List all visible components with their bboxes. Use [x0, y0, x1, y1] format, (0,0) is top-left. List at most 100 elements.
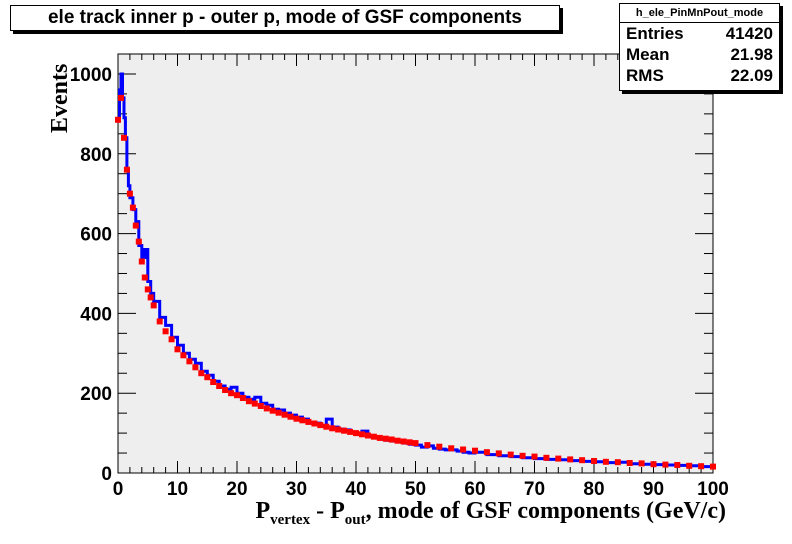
data-point-marker: [567, 456, 574, 463]
data-point-marker: [156, 318, 163, 325]
data-point-marker: [364, 432, 371, 439]
data-point-marker: [115, 116, 121, 123]
x-axis-label-vertex: vertex: [270, 511, 311, 528]
y-tick-label: 200: [80, 384, 112, 405]
data-point-marker: [543, 454, 550, 461]
data-point-marker: [329, 425, 336, 432]
data-point-marker: [174, 346, 181, 353]
data-point-marker: [186, 358, 193, 365]
data-point-marker: [269, 407, 276, 414]
data-point-marker: [210, 379, 217, 385]
data-point-marker: [370, 433, 377, 440]
stats-row-mean: Mean 21.98: [620, 44, 779, 65]
data-point-marker: [204, 374, 211, 381]
data-point-marker: [317, 422, 324, 429]
data-point-marker: [245, 398, 252, 405]
data-point-marker: [579, 457, 586, 464]
data-point-marker: [251, 400, 258, 407]
data-point-marker: [135, 238, 142, 245]
data-point-marker: [674, 462, 681, 468]
data-point-marker: [531, 453, 538, 460]
data-point-marker: [305, 418, 312, 425]
y-tick-label: 0: [101, 464, 112, 485]
data-point-marker: [650, 461, 657, 468]
data-point-marker: [323, 423, 330, 430]
data-point-marker: [710, 463, 716, 470]
x-axis-label-dash: - P: [310, 498, 345, 524]
data-point-marker: [121, 134, 127, 141]
data-point-marker: [192, 364, 199, 371]
stats-box: h_ele_PinMnPout_mode Entries 41420 Mean …: [619, 3, 780, 91]
stats-label: Entries: [626, 24, 684, 43]
data-point-marker: [698, 463, 705, 470]
data-point-marker: [198, 370, 205, 377]
data-point-marker: [519, 452, 526, 459]
data-point-marker: [118, 94, 124, 101]
data-point-marker: [216, 383, 223, 389]
data-point-marker: [299, 417, 306, 424]
data-point-marker: [400, 438, 407, 445]
data-point-marker: [638, 460, 645, 467]
chart-title-text: ele track inner p - outer p, mode of GSF…: [47, 7, 522, 28]
data-point-marker: [222, 387, 229, 393]
y-axis-ticks: 0 200 400 600 800 1000: [70, 53, 713, 485]
x-tick-label: 60: [464, 479, 485, 500]
data-point-marker: [388, 436, 395, 443]
data-point-marker: [507, 451, 514, 458]
data-point-marker: [394, 437, 401, 444]
x-axis-label: Pvertex - Pout, mode of GSF components (…: [255, 498, 726, 529]
data-point-marker: [358, 431, 365, 438]
data-point-marker: [341, 427, 348, 434]
x-tick-label: 100: [697, 479, 729, 500]
data-point-marker: [180, 352, 187, 359]
data-point-marker: [353, 430, 359, 437]
data-point-marker: [335, 426, 342, 433]
data-point-marker: [257, 403, 264, 409]
data-point-marker: [460, 446, 467, 453]
data-point-marker: [293, 415, 300, 422]
x-axis-label-p: P: [255, 498, 271, 524]
x-tick-label: 70: [524, 479, 545, 500]
data-point-marker: [150, 302, 157, 309]
data-point-marker: [424, 442, 431, 449]
stats-histogram-name: h_ele_PinMnPout_mode: [620, 4, 779, 23]
data-point-marker: [448, 445, 455, 452]
stats-value: 41420: [725, 24, 773, 43]
data-point-marker: [686, 462, 693, 469]
data-point-marker: [436, 443, 443, 450]
data-point-marker: [147, 294, 154, 301]
x-tick-label: 20: [226, 479, 247, 500]
plot-frame: [117, 53, 714, 474]
data-point-marker: [132, 222, 139, 229]
y-tick-label: 600: [80, 225, 112, 246]
x-tick-label: 30: [286, 479, 307, 500]
y-axis-label: Events: [47, 63, 73, 133]
x-tick-label: 80: [583, 479, 604, 500]
data-point-marker: [129, 204, 136, 211]
data-point-marker: [376, 434, 383, 441]
data-point-marker: [144, 286, 151, 293]
data-point-marker: [311, 420, 318, 427]
y-tick-label: 800: [80, 145, 112, 166]
data-point-marker: [626, 460, 633, 466]
data-point-marker: [168, 336, 175, 343]
stats-row-rms: RMS 22.09: [620, 65, 779, 86]
x-tick-label: 10: [167, 479, 188, 500]
data-point-marker: [472, 447, 478, 454]
x-tick-label: 50: [405, 479, 426, 500]
x-tick-label: 40: [345, 479, 366, 500]
series-layer: [115, 72, 716, 470]
data-point-marker: [614, 459, 621, 466]
data-point-marker: [141, 274, 148, 281]
data-point-marker: [347, 428, 354, 435]
data-point-marker: [382, 435, 389, 442]
data-point-marker: [406, 439, 413, 446]
x-tick-label: 90: [643, 479, 664, 500]
x-axis-label-out: out: [344, 511, 366, 528]
data-point-marker: [591, 458, 597, 464]
data-point-marker: [275, 409, 282, 416]
x-tick-label: 0: [113, 479, 124, 500]
data-point-marker: [412, 440, 419, 447]
x-axis-label-rest: , mode of GSF components (GeV/c): [365, 498, 726, 524]
